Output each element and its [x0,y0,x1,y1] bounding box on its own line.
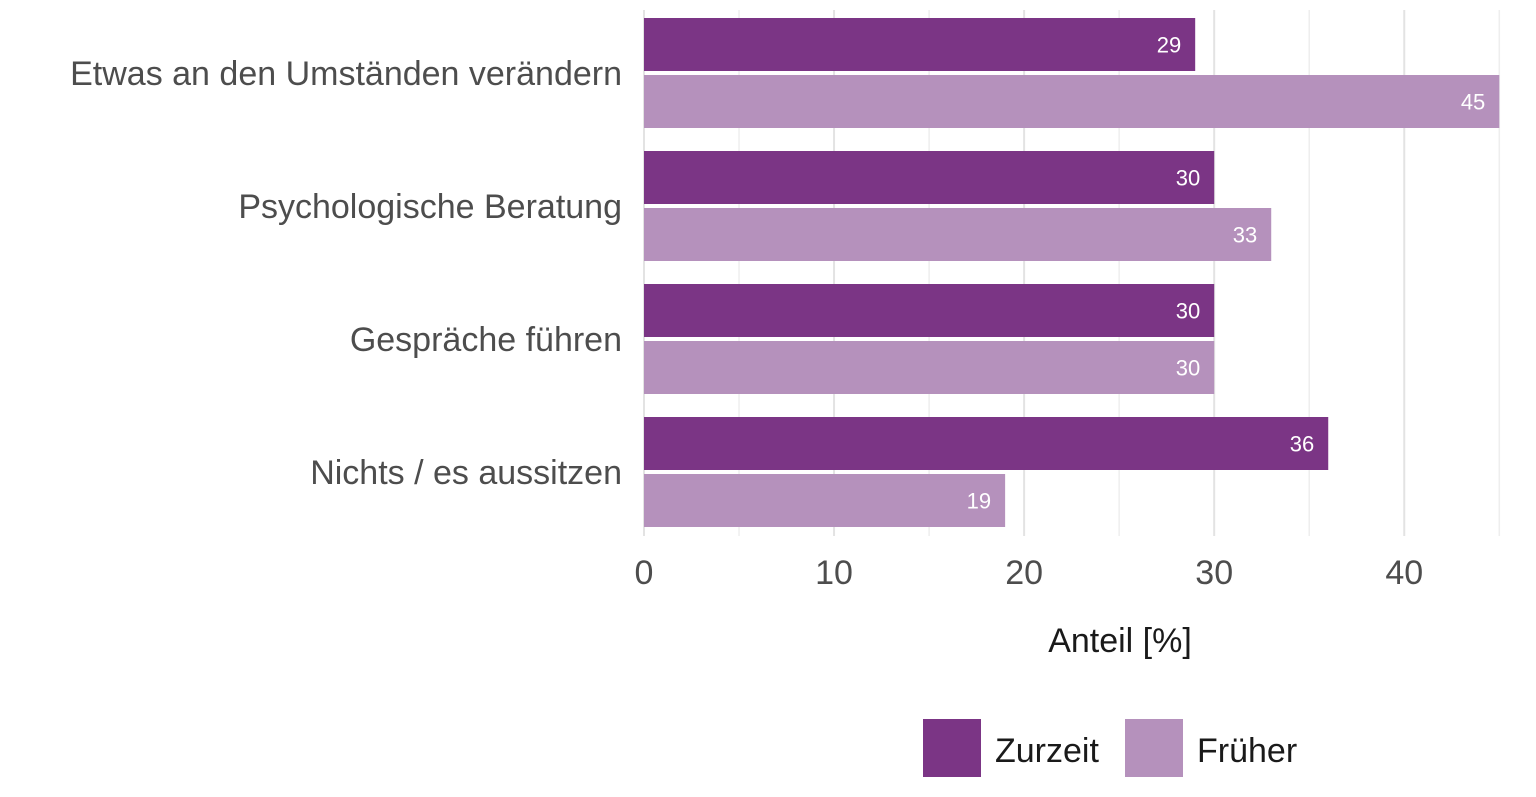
bar-fr-her-1 [644,208,1272,261]
legend: Zurzeit Früher [923,719,1297,777]
bar-zurzeit-2 [644,284,1215,337]
bar-zurzeit-3 [644,417,1329,470]
value-label: 29 [1157,33,1181,58]
category-label: Gespräche führen [350,321,622,359]
category-labels: Etwas an den Umständen verändern Psycholo… [70,55,622,492]
value-label: 30 [1176,166,1200,191]
value-label: 19 [967,489,991,514]
bar-zurzeit-1 [644,151,1215,204]
category-label: Etwas an den Umständen verändern [70,55,622,93]
bar-zurzeit-0 [644,18,1196,71]
legend-label: Zurzeit [995,732,1099,770]
bar-fr-her-2 [644,341,1215,394]
x-tick-label: 30 [1195,554,1233,592]
legend-swatch-zurzeit [923,719,981,777]
bars [644,18,1500,527]
x-tick-label: 10 [815,554,853,592]
value-labels: 29 45 30 33 30 30 36 19 [967,33,1486,514]
category-label: Psychologische Beratung [238,188,622,226]
x-axis-title: Anteil [%] [1048,622,1192,660]
x-tick-label: 40 [1385,554,1423,592]
value-label: 30 [1176,299,1200,324]
category-label: Nichts / es aussitzen [310,454,622,492]
legend-swatch-fr-her [1125,719,1183,777]
bar-fr-her-3 [644,474,1006,527]
value-label: 45 [1461,90,1485,115]
value-label: 33 [1233,223,1257,248]
value-label: 30 [1176,356,1200,381]
x-tick-label: 20 [1005,554,1043,592]
value-label: 36 [1290,432,1314,457]
x-axis-ticks: 0 10 20 30 40 [635,554,1424,592]
bar-fr-her-0 [644,75,1500,128]
x-tick-label: 0 [635,554,654,592]
legend-label: Früher [1197,732,1297,770]
